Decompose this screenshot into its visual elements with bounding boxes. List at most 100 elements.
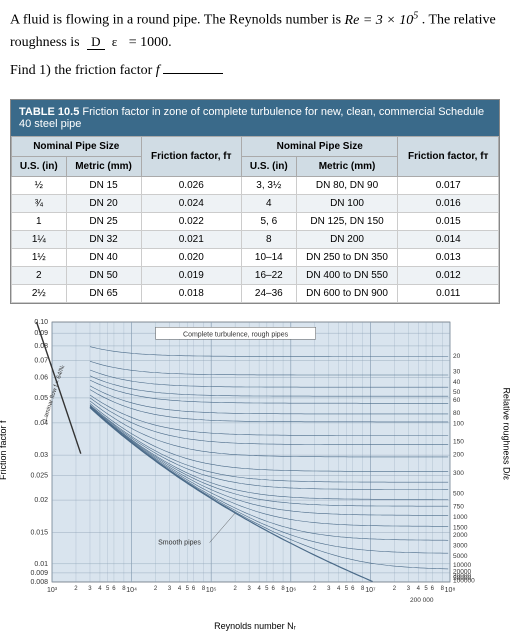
table-cell: DN 600 to DN 900	[296, 284, 398, 302]
frac-den: ε	[108, 34, 121, 49]
frac-num: D	[87, 34, 104, 50]
table-cell: DN 32	[66, 230, 141, 248]
svg-text:4: 4	[178, 586, 182, 592]
table-cell: 24–36	[242, 284, 297, 302]
svg-text:6: 6	[351, 586, 355, 592]
col-us-right: U.S. (in)	[242, 156, 297, 176]
table-cell: DN 20	[66, 194, 141, 212]
svg-text:0.03: 0.03	[34, 452, 48, 459]
table-cell: 1¼	[12, 230, 67, 248]
svg-text:150: 150	[453, 438, 464, 445]
table-number: TABLE 10.5	[19, 106, 79, 118]
svg-text:0.008: 0.008	[30, 579, 48, 586]
table-cell: DN 250 to DN 350	[296, 248, 398, 266]
svg-text:2: 2	[74, 586, 78, 592]
svg-text:3: 3	[327, 586, 331, 592]
roughness-fraction: D ε	[87, 32, 121, 53]
table-cell: ½	[12, 176, 67, 194]
svg-text:10³: 10³	[47, 587, 58, 594]
svg-text:6: 6	[431, 586, 435, 592]
svg-text:60: 60	[453, 397, 461, 404]
table-cell: DN 80, DN 90	[296, 176, 398, 194]
svg-text:5: 5	[106, 586, 110, 592]
col-us-left: U.S. (in)	[12, 156, 67, 176]
svg-text:40: 40	[453, 379, 461, 386]
text: A fluid is flowing in a round pipe. The …	[10, 13, 345, 28]
table-cell: 0.018	[141, 284, 242, 302]
svg-text:4: 4	[98, 586, 102, 592]
x-axis-label: Reynolds number Nᵣ	[10, 619, 500, 637]
svg-text:6: 6	[271, 586, 275, 592]
table-cell: DN 200	[296, 230, 398, 248]
svg-text:0.015: 0.015	[30, 529, 48, 536]
table-cell: DN 125, DN 150	[296, 212, 398, 230]
table-row: 1DN 250.0225, 6DN 125, DN 1500.015	[12, 212, 499, 230]
friction-var: f	[156, 63, 160, 78]
table-cell: 0.015	[398, 212, 499, 230]
table-cell: 0.014	[398, 230, 499, 248]
svg-text:4: 4	[417, 586, 421, 592]
svg-text:300: 300	[453, 470, 464, 477]
col-metric-left: Metric (mm)	[66, 156, 141, 176]
table-cell: DN 65	[66, 284, 141, 302]
svg-text:6: 6	[112, 586, 116, 592]
svg-text:750: 750	[453, 503, 464, 510]
table-cell: DN 400 to DN 550	[296, 266, 398, 284]
table-header: TABLE 10.5 Friction factor in zone of co…	[11, 100, 499, 136]
table-cell: 0.013	[398, 248, 499, 266]
answer-blank	[163, 62, 223, 74]
table-row: 2½DN 650.01824–36DN 600 to DN 9000.011	[12, 284, 499, 302]
svg-text:Complete turbulence, rough pip: Complete turbulence, rough pipes	[183, 331, 289, 338]
table-cell: 2	[12, 266, 67, 284]
table-cell: DN 15	[66, 176, 141, 194]
svg-text:200: 200	[453, 451, 464, 458]
svg-text:2: 2	[393, 586, 397, 592]
problem-text: A fluid is flowing in a round pipe. The …	[0, 0, 510, 91]
table-cell: 3, 3½	[242, 176, 297, 194]
svg-text:500: 500	[453, 490, 464, 497]
table-cell: 2½	[12, 284, 67, 302]
svg-text:3: 3	[407, 586, 411, 592]
table-cell: 0.021	[141, 230, 242, 248]
col-group-left: Nominal Pipe Size	[12, 136, 142, 156]
table-row: ¾DN 200.0244DN 1000.016	[12, 194, 499, 212]
svg-text:4: 4	[337, 586, 341, 592]
y-axis-label: Friction factor f	[0, 421, 8, 481]
svg-text:1000: 1000	[453, 514, 468, 521]
table-cell: 16–22	[242, 266, 297, 284]
table-cell: DN 25	[66, 212, 141, 230]
table-cell: DN 100	[296, 194, 398, 212]
table-cell: DN 40	[66, 248, 141, 266]
moody-chart: Friction factor f Relative roughness D/ε…	[10, 314, 500, 637]
table-cell: 1½	[12, 248, 67, 266]
svg-text:3: 3	[168, 586, 172, 592]
svg-text:0.009: 0.009	[30, 570, 48, 577]
col-metric-right: Metric (mm)	[296, 156, 398, 176]
moody-svg: 10³23456810⁴23456810⁵23456810⁶23456810⁷2…	[10, 314, 490, 614]
svg-text:5: 5	[424, 586, 428, 592]
svg-text:5000: 5000	[453, 553, 468, 560]
svg-text:20: 20	[453, 353, 461, 360]
table-row: 1¼DN 320.0218DN 2000.014	[12, 230, 499, 248]
data-table: Nominal Pipe Size Friction factor, fᴛ No…	[11, 136, 499, 303]
svg-text:10⁸: 10⁸	[445, 587, 456, 594]
text: roughness is	[10, 35, 83, 50]
table-cell: ¾	[12, 194, 67, 212]
svg-text:5: 5	[186, 586, 190, 592]
svg-text:5: 5	[265, 586, 269, 592]
table-cell: 0.024	[141, 194, 242, 212]
svg-text:3: 3	[88, 586, 92, 592]
table-row: ½DN 150.0263, 3½DN 80, DN 900.017	[12, 176, 499, 194]
svg-text:2: 2	[233, 586, 237, 592]
svg-text:10⁶: 10⁶	[285, 587, 296, 594]
svg-text:10⁷: 10⁷	[365, 587, 376, 594]
table-cell: 10–14	[242, 248, 297, 266]
svg-text:Smooth pipes: Smooth pipes	[158, 539, 201, 546]
table-row: 2DN 500.01916–22DN 400 to DN 5500.012	[12, 266, 499, 284]
svg-text:200 000: 200 000	[410, 597, 434, 604]
svg-text:0.07: 0.07	[34, 357, 48, 364]
col-friction-left: Friction factor, fᴛ	[141, 136, 242, 176]
table-cell: 5, 6	[242, 212, 297, 230]
table-cell: 0.026	[141, 176, 242, 194]
table-cell: DN 50	[66, 266, 141, 284]
